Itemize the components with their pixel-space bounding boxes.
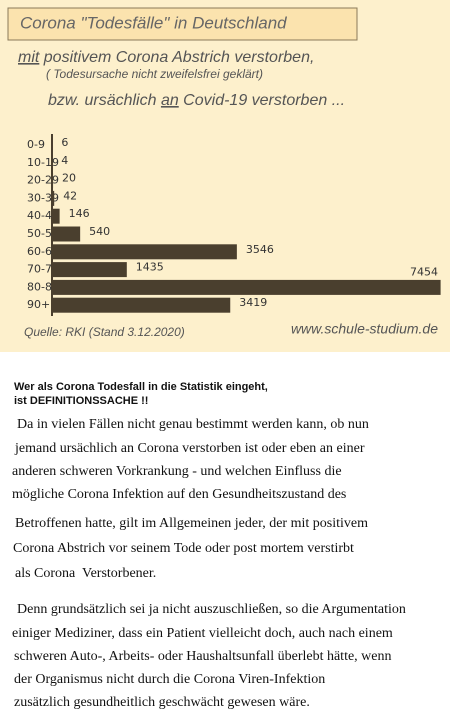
article-line: einiger Mediziner, dass ein Patient viel…	[12, 626, 393, 641]
bar	[52, 297, 231, 313]
bar	[52, 279, 441, 295]
value-label: 1435	[136, 261, 164, 274]
article-heading: Wer als Corona Todesfall in die Statisti…	[14, 381, 268, 393]
value-label: 20	[62, 172, 76, 185]
website-note: www.schule-studium.de	[291, 321, 438, 337]
bar	[52, 262, 127, 278]
category-label: 0-9	[27, 138, 45, 151]
category-label: 70-79	[27, 263, 59, 276]
subtitle-text: Covid-19 verstorben ...	[179, 92, 345, 109]
underlined-word: mit	[18, 49, 40, 66]
article-line: schweren Auto-, Arbeits- oder Haushaltsu…	[14, 649, 392, 664]
article-line: jemand ursächlich an Corona verstorben i…	[14, 441, 365, 456]
subtitle-text: bzw. ursächlich	[48, 92, 161, 109]
article-line: anderen schweren Vorkrankung - und welch…	[12, 464, 342, 479]
article-line: Denn grundsätzlich sei ja nicht auszusch…	[17, 602, 406, 617]
article-line: als Corona Verstorbener.	[15, 566, 156, 581]
category-label: 10-19	[27, 156, 59, 169]
category-label: 40-49	[27, 209, 59, 222]
article-line: Corona Abstrich vor seinem Tode oder pos…	[13, 541, 354, 556]
value-label: 7454	[410, 265, 438, 278]
subtitle-line: bzw. ursächlich an Covid-19 verstorben .…	[48, 92, 345, 109]
value-label: 42	[63, 189, 77, 202]
subtitle-line: ( Todesursache nicht zweifelsfrei geklär…	[46, 67, 263, 81]
category-label: 20-29	[27, 174, 59, 187]
value-label: 3546	[246, 243, 274, 256]
category-label: 30-39	[27, 191, 59, 204]
subtitle-text: positivem Corona Abstrich verstorben,	[39, 49, 314, 66]
chart-title: Corona "Todesfälle" in Deutschland	[20, 13, 287, 32]
value-label: 146	[69, 207, 90, 220]
bar	[52, 190, 55, 206]
bar	[52, 208, 60, 224]
subtitle-line: mit positivem Corona Abstrich verstorben…	[18, 49, 314, 66]
article-line: der Organismus nicht durch die Corona Vi…	[14, 672, 325, 687]
bar	[52, 173, 54, 189]
category-label: 80-89	[27, 280, 59, 293]
article-line: Da in vielen Fällen nicht genau bestimmt…	[17, 417, 369, 432]
source-note: Quelle: RKI (Stand 3.12.2020)	[24, 325, 185, 339]
category-label: 90+	[27, 298, 50, 311]
value-label: 4	[61, 154, 68, 167]
title-box	[7, 7, 358, 41]
subtitle-text: ( Todesursache nicht zweifelsfrei geklär…	[46, 67, 263, 81]
bar	[52, 226, 81, 242]
article-line: Betroffenen hatte, gilt im Allgemeinen j…	[15, 516, 368, 531]
bar	[52, 244, 237, 260]
value-label: 540	[89, 225, 110, 238]
article-line: mögliche Corona Infektion auf den Gesund…	[12, 487, 346, 502]
article-heading: ist DEFINITIONSSACHE !!	[14, 395, 148, 407]
value-label: 6	[61, 136, 68, 149]
category-label: 60-69	[27, 245, 59, 258]
category-label: 50-59	[27, 227, 59, 240]
underlined-word: an	[161, 92, 179, 109]
value-label: 3419	[239, 296, 267, 309]
article-line: zusätzlich gesundheitlich geschwächt gew…	[14, 695, 310, 710]
